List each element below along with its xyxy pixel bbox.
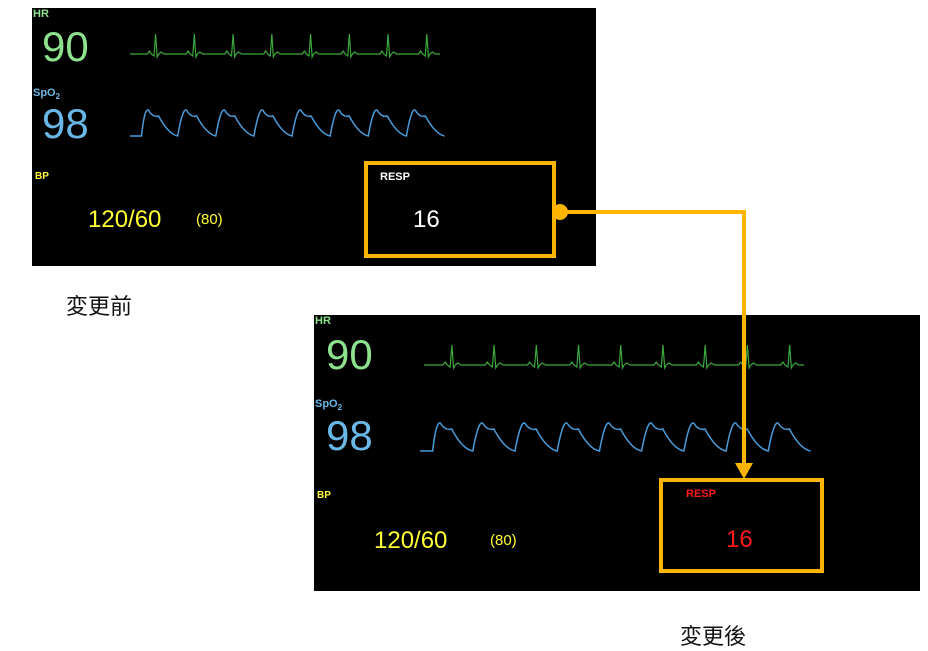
hr-label: HR bbox=[33, 8, 49, 20]
connector-arrowhead bbox=[735, 463, 753, 479]
resp-highlight-box bbox=[659, 478, 824, 573]
bp-label: BP bbox=[35, 171, 49, 182]
ecg-waveform bbox=[424, 344, 804, 371]
bp-label: BP bbox=[317, 490, 331, 501]
connector-start-dot bbox=[552, 204, 568, 220]
monitor-screen-before: HR 90 SpO2 98 BP 120/60 (80) RESP 16 bbox=[32, 8, 596, 266]
resp-label: RESP bbox=[380, 171, 410, 183]
pleth-waveform bbox=[420, 422, 811, 452]
spo2-label: SpO2 bbox=[33, 87, 61, 102]
bp-mean-value: (80) bbox=[490, 532, 517, 549]
hr-label: HR bbox=[315, 315, 331, 327]
resp-label: RESP bbox=[686, 488, 716, 500]
bp-value: 120/60 bbox=[374, 527, 448, 554]
spo2-value: 98 bbox=[326, 412, 373, 459]
spo2-value: 98 bbox=[42, 100, 89, 147]
ecg-waveform bbox=[130, 33, 440, 60]
monitor-screen-after: HR 90 SpO2 98 BP 120/60 (80) RESP 16 bbox=[314, 315, 920, 591]
hr-value: 90 bbox=[42, 23, 89, 70]
pleth-waveform bbox=[130, 109, 445, 137]
resp-value: 16 bbox=[413, 206, 440, 233]
spo2-label: SpO2 bbox=[315, 398, 343, 413]
bp-mean-value: (80) bbox=[196, 211, 223, 228]
caption-before: 変更前 bbox=[66, 295, 133, 320]
caption-after: 変更後 bbox=[680, 625, 747, 650]
hr-value: 90 bbox=[326, 331, 373, 378]
resp-value: 16 bbox=[726, 526, 753, 553]
bp-value: 120/60 bbox=[88, 206, 162, 233]
